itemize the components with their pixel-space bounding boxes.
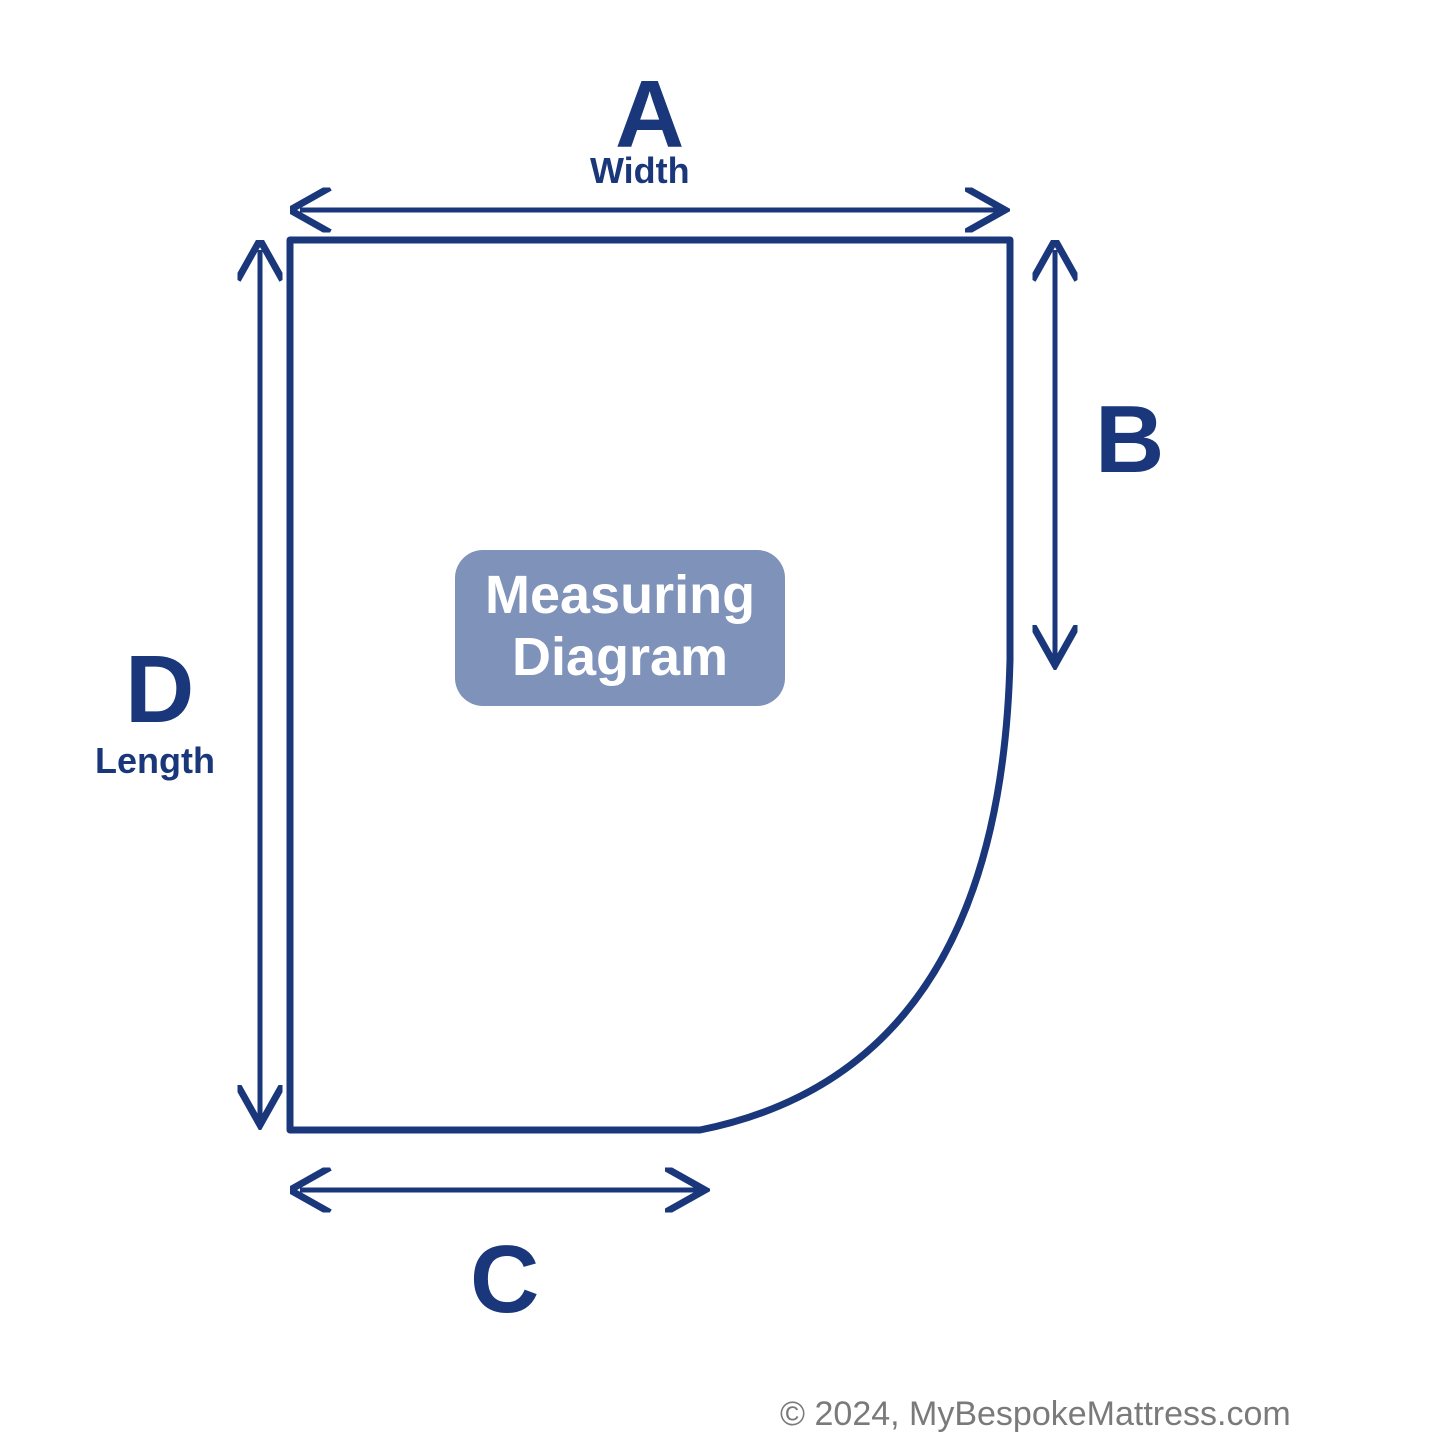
badge-line2: Diagram (512, 627, 728, 687)
title-badge: Measuring Diagram (455, 550, 785, 706)
diagram-canvas: A Width B C D Length Measuring Diagram ©… (0, 0, 1445, 1445)
badge-line1: Measuring (485, 565, 755, 625)
dimension-sublabel-d: Length (95, 740, 215, 782)
dimension-letter-b: B (1095, 385, 1164, 495)
diagram-svg (0, 0, 1445, 1445)
dimension-sublabel-a: Width (590, 150, 690, 192)
dimension-letter-c: C (470, 1225, 539, 1335)
dimension-letter-d: D (125, 635, 194, 745)
copyright-text: © 2024, MyBespokeMattress.com (780, 1395, 1291, 1434)
